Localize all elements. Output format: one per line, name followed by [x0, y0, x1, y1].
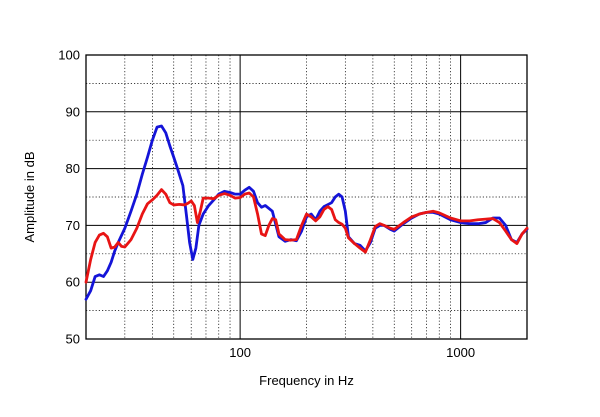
- y-tick-label: 60: [66, 275, 80, 290]
- y-tick-label: 70: [66, 218, 80, 233]
- y-tick-label: 90: [66, 104, 80, 119]
- plot-frame: [85, 54, 528, 340]
- y-tick-label: 50: [66, 332, 80, 347]
- series-layer: [84, 124, 529, 301]
- x-axis-title: Frequency in Hz: [259, 373, 354, 388]
- y-tick-labels: 50 60 70 80 90 100: [58, 48, 80, 347]
- x-tick-label: 1000: [446, 345, 475, 360]
- minor-grid: [86, 55, 527, 339]
- y-tick-label: 100: [58, 48, 80, 63]
- y-tick-label: 80: [66, 161, 80, 176]
- x-tick-labels: 100 1000: [229, 345, 475, 360]
- x-tick-label: 100: [229, 345, 251, 360]
- series-line-2: [84, 188, 529, 284]
- y-axis-title: Amplitude in dB: [22, 151, 37, 242]
